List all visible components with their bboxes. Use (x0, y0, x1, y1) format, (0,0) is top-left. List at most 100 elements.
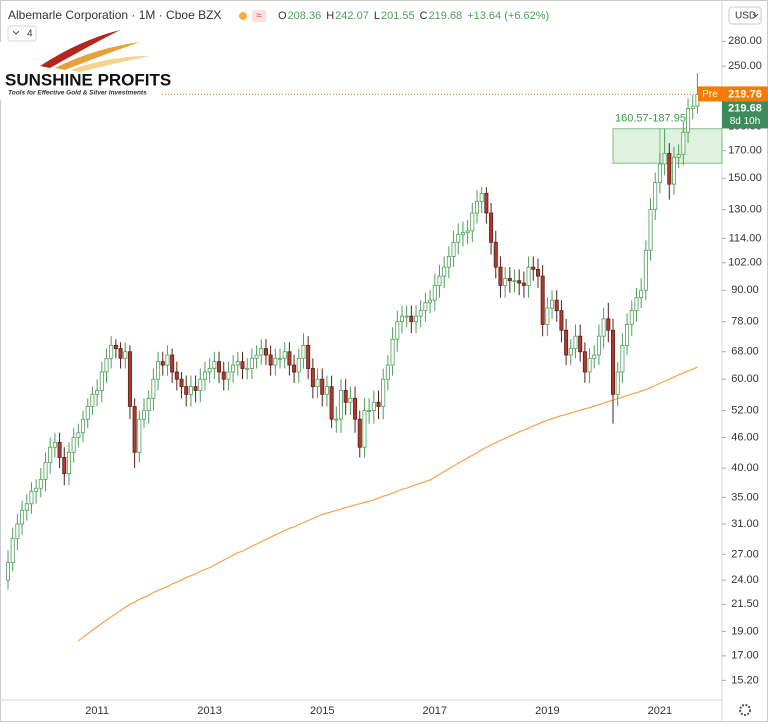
pre-price-tag-text: Pre (702, 89, 718, 100)
candle-body (643, 249, 648, 291)
moving-average (77, 366, 698, 642)
candle-body (550, 299, 555, 309)
candle-body (90, 393, 95, 407)
y-tick-label: 90.00 (731, 284, 759, 296)
candle-body (81, 418, 86, 434)
candle-body (367, 410, 372, 412)
y-tick-label: 68.00 (731, 346, 759, 358)
candle-body (348, 397, 353, 403)
candle-body (545, 307, 550, 325)
candle-body (24, 503, 29, 511)
legend-key: H (326, 10, 334, 22)
candle-body (146, 397, 151, 411)
candle-body (338, 390, 343, 420)
candle-body (390, 338, 395, 366)
candle-body (57, 441, 62, 458)
legend-value: 219.68 (429, 10, 463, 22)
legend-key: L (374, 10, 380, 22)
candle-body (639, 289, 644, 299)
candle-body (376, 401, 381, 407)
candle-body (343, 390, 348, 403)
candle-body (48, 446, 53, 464)
candle-body (43, 462, 48, 480)
candle-body (503, 278, 508, 286)
candle-body (174, 371, 179, 380)
y-tick-label: 170.00 (728, 145, 762, 157)
candle-body (15, 523, 20, 540)
candle-body (184, 386, 189, 395)
currency-select[interactable] (728, 6, 762, 25)
candle-body (465, 230, 470, 234)
candle-body (395, 321, 400, 340)
y-tick-label: 17.00 (731, 650, 759, 662)
candle-body (221, 371, 226, 380)
candle-body (329, 386, 334, 420)
candle-body (596, 335, 601, 356)
candle-body (29, 490, 34, 505)
legend-value: 201.55 (381, 10, 415, 22)
candle-body (99, 371, 104, 391)
candle-body (132, 406, 137, 453)
candle-body (202, 371, 207, 380)
candle-body (681, 131, 686, 156)
candle-body (320, 378, 325, 395)
candle-body (217, 361, 222, 373)
candle-body (6, 562, 11, 581)
x-tick-label: 2017 (423, 705, 447, 717)
candle-body (245, 368, 250, 370)
candle-body (460, 232, 465, 235)
candle-body (507, 278, 512, 282)
indicator-toggle[interactable] (7, 25, 37, 42)
candle-body (573, 335, 578, 349)
candle-body (428, 299, 433, 304)
candle-body (334, 418, 339, 421)
candle-body (470, 212, 475, 232)
candle-body (85, 406, 90, 420)
candle-body (479, 192, 484, 202)
candle-body (606, 318, 611, 331)
candle-body (357, 418, 362, 448)
candle-body (414, 315, 419, 323)
candle-body (446, 256, 451, 268)
candle-body (442, 266, 447, 277)
settings-button[interactable] (739, 704, 751, 716)
candle-body (648, 209, 653, 251)
candle-body (193, 386, 198, 391)
candle-body (667, 152, 672, 185)
logo-swoosh (55, 42, 140, 70)
candle-body (404, 315, 409, 318)
candle-body (587, 357, 592, 373)
candle-body (578, 335, 583, 353)
pre-price-label: 219.76 (728, 88, 762, 100)
y-tick-label: 21.50 (731, 598, 759, 610)
candle-body (160, 361, 165, 366)
y-tick-label: 19.00 (731, 625, 759, 637)
candle-body (484, 192, 489, 214)
candle-body (686, 108, 691, 133)
candle-body (207, 368, 212, 373)
candle-body (498, 266, 503, 286)
candle-body (62, 457, 67, 475)
last-price-box (722, 101, 768, 129)
candle-body (662, 152, 667, 165)
candle-body (353, 397, 358, 420)
candle-body (432, 285, 437, 301)
y-tick-label: 24.00 (731, 574, 759, 586)
candle-body (109, 344, 114, 359)
indicator-count: 4 (27, 29, 33, 40)
candle-body (601, 318, 606, 337)
logo-swoosh (40, 30, 120, 68)
candle-body (517, 280, 522, 284)
legend-value: 208.36 (288, 10, 322, 22)
candle-body (315, 378, 320, 388)
candle-body (474, 200, 479, 214)
y-tick-label: 280.00 (728, 35, 762, 47)
candle-body (263, 348, 268, 356)
candle-body (306, 344, 311, 369)
bar-countdown: 8d 10h (730, 116, 761, 127)
y-tick-label: 40.00 (731, 462, 759, 474)
y-tick-label: 60.00 (731, 373, 759, 385)
chevron (12, 30, 20, 35)
candle-body (52, 441, 57, 448)
